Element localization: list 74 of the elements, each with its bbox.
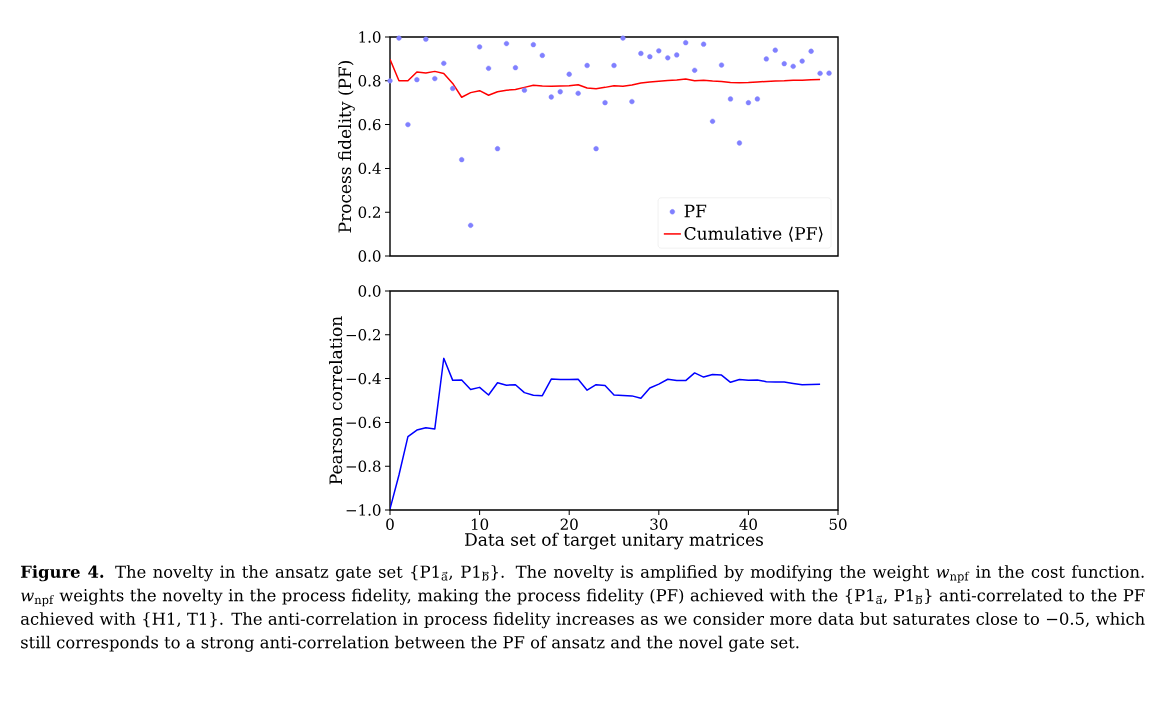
- point: [584, 62, 590, 69]
- point: [683, 40, 689, 46]
- x-tick-label: 50: [829, 518, 847, 530]
- point: [745, 100, 752, 106]
- point: [692, 67, 698, 73]
- point: [799, 58, 805, 64]
- x-tick-label: 30: [650, 518, 668, 530]
- point: [414, 77, 420, 83]
- point: [647, 54, 653, 60]
- point: [611, 62, 617, 69]
- point: [727, 96, 734, 102]
- legend-label: PF: [684, 204, 707, 218]
- y-tick-label: −0.4: [346, 372, 381, 385]
- point: [450, 85, 456, 92]
- legend-label: Cumulative ⟨PF⟩: [684, 226, 823, 242]
- point: [539, 52, 545, 58]
- point: [423, 36, 429, 42]
- y-axis-title: Pearson correlation: [329, 316, 343, 485]
- point: [826, 70, 832, 76]
- y-tick-label: −0.8: [346, 460, 381, 472]
- text: Figure 4. The novelty in the ansatz gate set {P1$_{a⃗}$, P1$_{b⃗}$}. The novelty is amplified by modifying the weight w$_{npf}$ in the cost function. w$_{npf}$ weights the novelty in the process fidelity, making the process fidelity (PF) achieved with the {P1$_{a⃗}$, P1$_{b⃗}$} anti-correlated to the PF achieved with {H1, T1}. The anti-correlation in process fidelity increases as we consider more data but saturates close to −0.5, which still corresponds to a strong anti-correlation between the PF of ansatz and the novel gate set.: [20, 565, 1145, 652]
- y-tick-label: −0.2: [346, 329, 380, 341]
- point: [521, 87, 527, 93]
- point: [566, 71, 572, 77]
- point: [602, 100, 608, 106]
- y-tick-label: 0.0: [358, 285, 381, 297]
- y-tick-label: −1.0: [346, 504, 381, 516]
- point: [638, 50, 644, 57]
- point: [485, 65, 492, 71]
- point: [772, 47, 778, 53]
- y-tick-label: 0.2: [358, 206, 380, 218]
- point: [709, 118, 716, 124]
- point: [718, 62, 725, 68]
- point: [665, 55, 671, 61]
- point: [593, 146, 599, 152]
- y-tick-label: 0.8: [358, 75, 381, 87]
- y-tick-label: 1.0: [359, 31, 381, 43]
- point: [432, 76, 438, 82]
- y-tick-label: 0.0: [358, 250, 381, 262]
- x-tick-label: 20: [560, 518, 578, 530]
- y-axis-title: Process fidelity (PF): [338, 60, 355, 233]
- x-axis-title: Data set of target unitary matrices: [465, 532, 764, 550]
- point: [512, 65, 519, 71]
- x-tick-label: 10: [471, 518, 489, 530]
- point: [387, 78, 393, 84]
- point: [656, 48, 662, 54]
- point: [790, 63, 796, 69]
- x-tick-label: 0: [386, 518, 394, 530]
- point: [674, 52, 680, 58]
- x-tick-label: 40: [739, 518, 757, 530]
- point: [736, 140, 743, 146]
- point: [629, 99, 635, 105]
- y-tick-label: 0.6: [358, 118, 381, 131]
- point: [575, 90, 581, 96]
- point: [530, 42, 536, 48]
- point: [620, 35, 626, 41]
- point: [548, 94, 554, 100]
- point: [503, 40, 510, 47]
- point: [817, 70, 823, 76]
- point: [468, 222, 474, 228]
- point: [477, 44, 483, 50]
- point: [396, 35, 402, 41]
- point: [441, 60, 447, 66]
- point: [405, 121, 411, 128]
- y-tick-label: 0.4: [358, 162, 381, 175]
- point: [763, 56, 769, 62]
- point: [557, 89, 563, 95]
- point: [494, 146, 501, 152]
- y-tick-label: −0.6: [346, 416, 381, 429]
- point: [781, 61, 787, 67]
- point: [754, 96, 760, 102]
- point: [808, 48, 814, 54]
- point: [701, 41, 707, 47]
- point: [459, 157, 465, 163]
